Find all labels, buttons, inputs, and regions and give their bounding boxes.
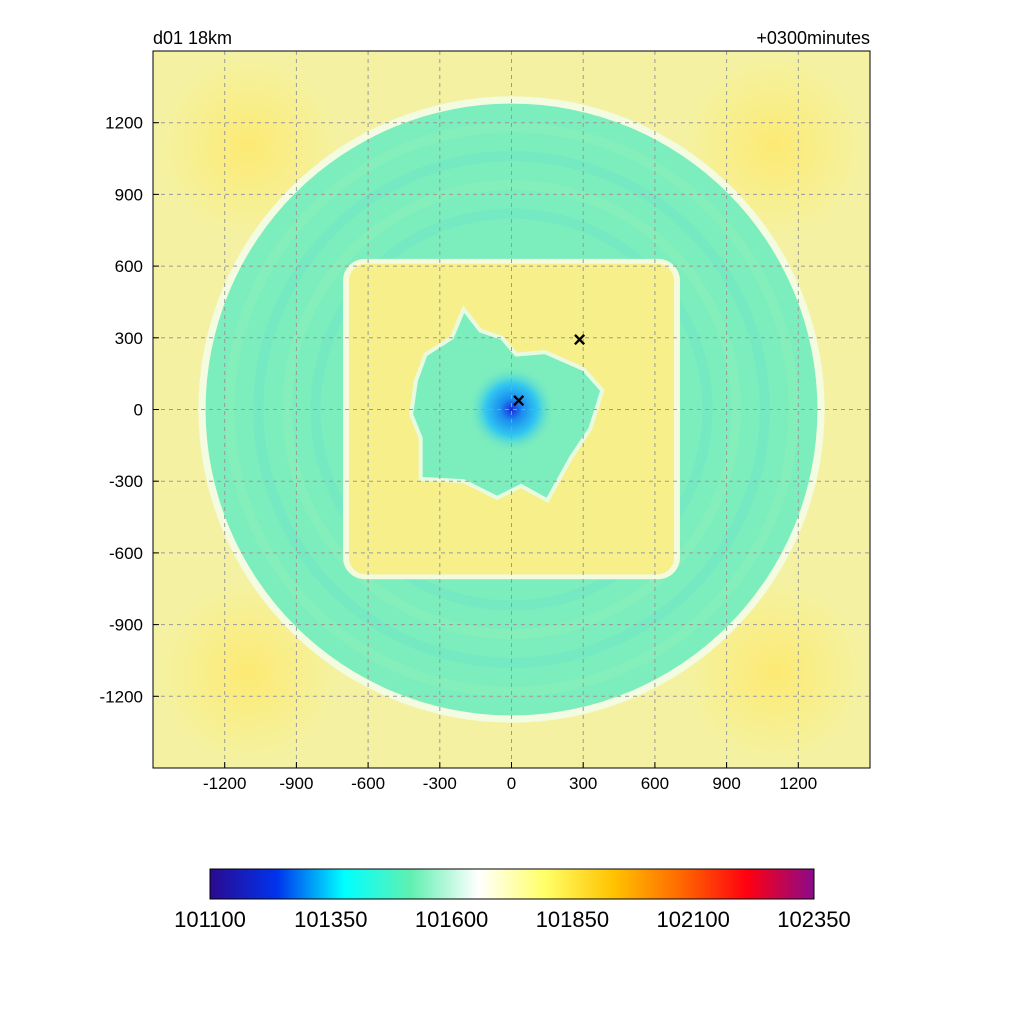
y-tick-label: -300 <box>109 472 143 491</box>
x-tick-label: 900 <box>712 774 740 793</box>
y-tick-label: -600 <box>109 544 143 563</box>
pressure-field <box>153 51 870 768</box>
x-tick-label: 600 <box>641 774 669 793</box>
colorbar-ticks: 101100 101350 101600 101850 102100 102350 <box>174 907 851 932</box>
y-tick-label: -900 <box>109 616 143 635</box>
y-axis: 1200 900 600 300 0 -300 -600 -900 -1200 <box>100 114 159 706</box>
colorbar-tick-label: 101100 <box>174 907 246 932</box>
y-tick-label: 300 <box>115 329 143 348</box>
y-tick-label: 0 <box>134 401 143 420</box>
ring-texture-2 <box>281 179 742 640</box>
x-tick-label: 1200 <box>779 774 817 793</box>
colorbar-tick-label: 102100 <box>656 907 729 932</box>
x-axis: -1200 -900 -600 -300 0 300 600 900 1200 <box>203 762 817 793</box>
colorbar-tick-label: 101850 <box>536 907 609 932</box>
x-tick-label: 300 <box>569 774 597 793</box>
x-tick-label: -1200 <box>203 774 246 793</box>
colorbar-tick-label: 102350 <box>777 907 850 932</box>
x-tick-label: -300 <box>423 774 457 793</box>
y-tick-label: -1200 <box>100 687 143 706</box>
storm-marker: × <box>573 327 586 352</box>
y-tick-label: 900 <box>115 185 143 204</box>
x-tick-label: -900 <box>279 774 313 793</box>
y-tick-label: 600 <box>115 257 143 276</box>
y-tick-label: 1200 <box>105 114 143 133</box>
colorbar <box>209 868 815 900</box>
title-right: +0300minutes <box>756 28 870 48</box>
storm-markers: ×× <box>512 327 586 413</box>
colorbar-tick-label: 101600 <box>415 907 488 932</box>
title-left: d01 18km <box>153 28 232 48</box>
storm-marker: × <box>512 388 525 413</box>
center-low <box>468 366 555 453</box>
colorbar-tick-label: 101350 <box>294 907 367 932</box>
x-tick-label: -600 <box>351 774 385 793</box>
x-tick-label: 0 <box>507 774 516 793</box>
